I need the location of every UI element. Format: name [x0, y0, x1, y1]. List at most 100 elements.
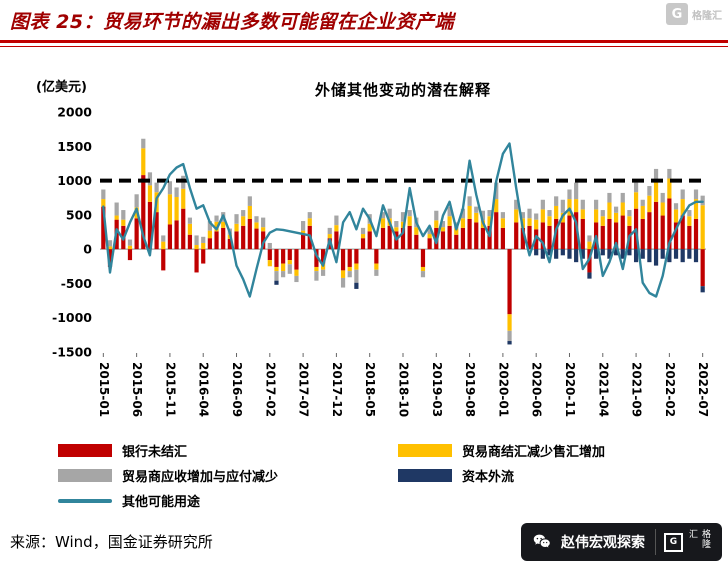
- header-double-rule: [0, 40, 728, 47]
- bar-segment-trader-receivables-payables: [394, 221, 399, 228]
- bar-segment-trader-receivables-payables: [114, 202, 119, 216]
- bar-segment-capital-outflow: [607, 249, 612, 259]
- bar-segment-capital-outflow: [680, 249, 685, 263]
- bar-segment-bank-unsettled-fx: [467, 218, 472, 250]
- bar-segment-capital-outflow: [554, 249, 559, 259]
- legend-label-other-possible-uses: 其他可能用途: [122, 495, 201, 510]
- bar-segment-capital-outflow: [354, 282, 359, 289]
- bar-segment-bank-unsettled-fx: [360, 238, 366, 250]
- bar-segment-bank-unsettled-fx: [527, 225, 532, 250]
- bar-segment-bank-unsettled-fx: [254, 228, 259, 250]
- bar-segment-trader-fx-settlement: [567, 199, 572, 216]
- x-tick-label: 2015-01: [97, 362, 111, 417]
- bar-segment-bank-unsettled-fx: [580, 218, 585, 250]
- bar-segment-trader-fx-settlement: [693, 199, 699, 219]
- y-tick-label: 0: [83, 242, 92, 257]
- bar-segment-bank-unsettled-fx: [693, 218, 699, 250]
- bar-segment-bank-unsettled-fx: [221, 227, 226, 250]
- bar-segment-trader-fx-settlement: [327, 234, 332, 239]
- bar-segment-trader-receivables-payables: [420, 271, 426, 278]
- y-tick-label: -1000: [52, 310, 92, 325]
- x-axis-labels: 2015-01 2015-06 2015-11 2016-04 2016-09 2017-…: [97, 353, 710, 417]
- bar-segment-trader-receivables-payables: [547, 210, 552, 217]
- bar-segment-trader-receivables-payables: [627, 210, 632, 217]
- x-tick-label: 2020-11: [563, 362, 577, 417]
- bar-segment-trader-receivables-payables: [693, 189, 699, 200]
- bar-segment-capital-outflow: [687, 249, 692, 259]
- bar-segment-trader-fx-settlement: [660, 202, 665, 216]
- bar-segment-trader-fx-settlement: [294, 269, 299, 276]
- x-tick-label: 2016-04: [197, 362, 211, 417]
- bar-segment-trader-receivables-payables: [700, 195, 705, 206]
- bar-segment-capital-outflow: [693, 249, 699, 263]
- x-tick-label: 2021-09: [630, 362, 644, 417]
- y-tick-label: -500: [61, 276, 93, 291]
- bar-segment-trader-fx-settlement: [667, 178, 672, 199]
- bar-segment-trader-receivables-payables: [400, 212, 406, 222]
- bar-segment-trader-fx-settlement: [414, 227, 419, 235]
- bar-segment-trader-fx-settlement: [540, 209, 545, 223]
- bar-segment-capital-outflow: [540, 249, 545, 259]
- bar-segment-trader-receivables-payables: [667, 168, 672, 179]
- bar-segment-trader-fx-settlement: [187, 223, 193, 235]
- gelonghui-watermark: G 格隆汇: [666, 3, 722, 25]
- gelonghui-watermark-icon: G: [666, 3, 688, 25]
- bar-segment-trader-receivables-payables: [467, 196, 472, 206]
- bar-segment-trader-receivables-payables: [613, 206, 619, 213]
- bar-segment-trader-receivables-payables: [600, 210, 605, 217]
- x-tick-label: 2015-11: [163, 362, 177, 417]
- bar-segment-trader-fx-settlement: [334, 225, 339, 232]
- bar-segment-bank-unsettled-fx: [380, 227, 386, 250]
- bar-segment-bank-unsettled-fx: [301, 234, 306, 250]
- bar-segment-bank-unsettled-fx: [460, 227, 466, 250]
- bar-segment-trader-receivables-payables: [274, 271, 279, 281]
- bar-segment-trader-fx-settlement: [267, 260, 272, 267]
- bar-segment-trader-fx-settlement: [360, 234, 366, 239]
- bar-segment-trader-receivables-payables: [214, 215, 219, 222]
- bar-segment-bank-unsettled-fx: [247, 218, 252, 250]
- bar-segment-trader-fx-settlement: [301, 230, 306, 235]
- bar-segment-capital-outflow: [633, 249, 639, 263]
- bar-segment-trader-receivables-payables: [520, 212, 525, 219]
- bar-segment-trader-fx-settlement: [633, 192, 639, 209]
- x-tick-label: 2018-10: [397, 362, 411, 417]
- bar-segment-bank-unsettled-fx: [700, 249, 705, 287]
- bar-segment-trader-receivables-payables: [567, 189, 572, 200]
- legend-swatch-trader-fx-settlement: [398, 444, 452, 457]
- y-tick-label: 500: [66, 207, 92, 222]
- bar-segment-trader-fx-settlement: [647, 195, 652, 213]
- bar-segment-trader-fx-settlement: [147, 185, 153, 202]
- bar-segment-trader-fx-settlement: [354, 263, 359, 270]
- legend-swatch-bank-unsettled-fx: [58, 444, 112, 457]
- bar-segment-bank-unsettled-fx: [141, 175, 146, 250]
- bar-segment-trader-receivables-payables: [327, 227, 332, 235]
- bar-segment-trader-receivables-payables: [607, 192, 612, 203]
- bar-segment-trader-fx-settlement: [527, 218, 532, 226]
- bar-segment-trader-receivables-payables: [301, 221, 306, 231]
- bar-segment-trader-receivables-payables: [294, 275, 299, 283]
- bar-segment-trader-receivables-payables: [687, 210, 692, 217]
- bar-segment-bank-unsettled-fx: [241, 225, 246, 250]
- bar-segment-trader-fx-settlement: [374, 263, 379, 270]
- bar-segment-bank-unsettled-fx: [667, 198, 672, 250]
- bar-segment-bank-unsettled-fx: [154, 212, 159, 250]
- gelonghui-watermark-text: 格隆汇: [692, 10, 722, 22]
- x-tick-label: 2019-03: [430, 362, 444, 417]
- bar-segment-trader-fx-settlement: [181, 188, 186, 209]
- bar-segment-bank-unsettled-fx: [187, 234, 193, 250]
- bar-segment-trader-receivables-payables: [287, 264, 292, 274]
- bar-segment-trader-fx-settlement: [287, 260, 292, 265]
- legend-label-trader-receivables-payables: 贸易商应收增加与应付减少: [122, 470, 279, 485]
- bar-segment-capital-outflow: [667, 249, 672, 263]
- bar-segment-capital-outflow: [673, 249, 679, 259]
- bar-segment-trader-fx-settlement: [307, 218, 312, 226]
- bar-segment-trader-fx-settlement: [314, 266, 319, 272]
- bar-segment-trader-receivables-payables: [680, 189, 685, 200]
- x-tick-label: 2020-06: [530, 362, 544, 417]
- bar-segment-bank-unsettled-fx: [181, 208, 186, 250]
- bar-segment-trader-fx-settlement: [234, 223, 239, 232]
- bar-segment-trader-receivables-payables: [653, 168, 659, 182]
- bar-segment-trader-fx-settlement: [207, 230, 212, 239]
- x-tick-label: 2015-06: [130, 362, 144, 417]
- bar-segment-trader-fx-settlement: [241, 216, 246, 226]
